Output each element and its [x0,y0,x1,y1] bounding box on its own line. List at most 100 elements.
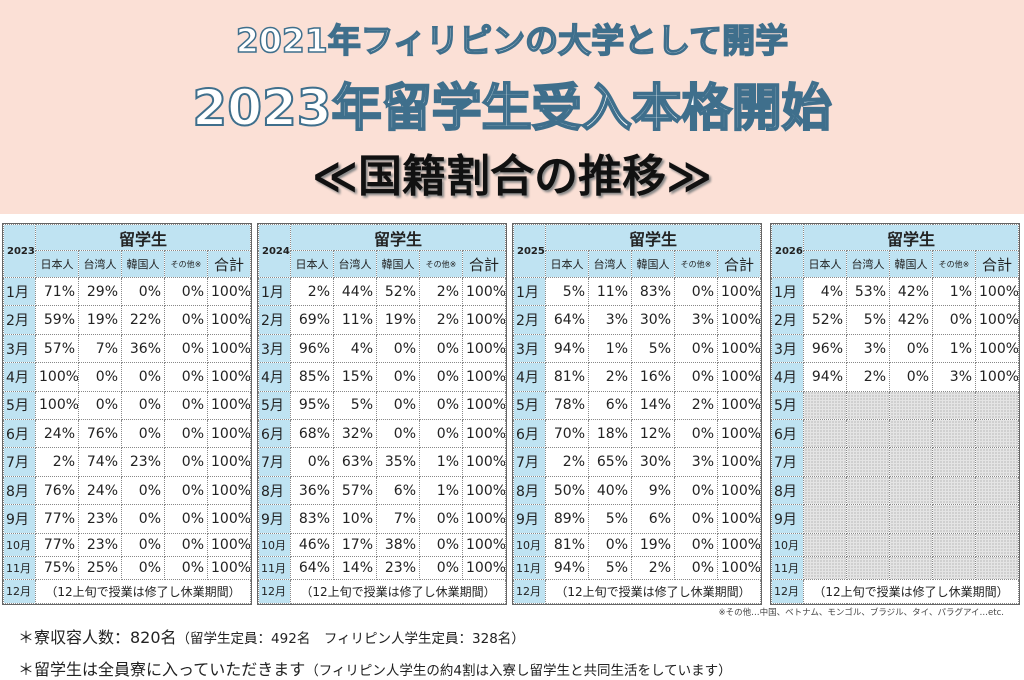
percent-cell: 100% [717,504,761,534]
percent-cell: 0% [78,362,122,392]
empty-future-cell [803,390,847,421]
column-header: 合計 [207,250,251,278]
percent-cell: 100% [462,475,506,506]
percent-cell: 100% [975,305,1019,335]
percent-cell: 38% [376,532,420,557]
percent-cell: 46% [290,532,334,557]
dorm-residence-main: ＊留学生は全員寮に入っていただきます [18,660,306,679]
month-label: 3月 [771,333,804,364]
empty-future-cell [975,532,1019,557]
percent-cell: 0% [674,362,718,392]
dorm-residence-detail: （フィリピン人学生の約4割は入寮し留学生と共同生活をしています） [305,663,732,679]
column-header: 合計 [975,250,1019,278]
month-label: 12月 [3,578,36,605]
title-banner: 2021年フィリピンの大学として開学 2023年留学生受入本格開始 ≪国籍割合の… [0,0,1024,214]
percent-cell: 18% [588,419,632,449]
percent-cell: 4% [803,276,847,307]
percent-cell: 0% [164,362,208,392]
percent-cell: 0% [889,333,933,364]
table-row: 12月 （12上旬で授業は修了し休業期間） [3,578,251,605]
percent-cell: 0% [121,419,165,449]
month-label: 8月 [258,475,291,506]
percent-cell: 83% [290,504,334,534]
percent-cell: 100% [462,390,506,421]
percent-cell: 14% [333,555,377,580]
percent-cell: 15% [333,362,377,392]
month-label: 10月 [513,532,546,557]
column-header: その他※ [932,250,976,278]
percent-cell: 59% [35,305,79,335]
percent-cell: 42% [889,276,933,307]
percent-cell: 0% [889,362,933,392]
column-header: 韓国人 [889,250,933,278]
percent-cell: 0% [290,447,334,477]
percent-cell: 14% [631,390,675,421]
percent-cell: 64% [545,305,589,335]
column-header: 韓国人 [376,250,420,278]
table-row: 6月 [771,419,1019,449]
title-line-2: 2023年留学生受入本格開始 [191,78,832,138]
percent-cell: 94% [545,333,589,364]
empty-future-cell [975,475,1019,506]
month-label: 7月 [3,447,36,477]
percent-cell: 77% [35,504,79,534]
month-label: 1月 [3,276,36,307]
percent-cell: 69% [290,305,334,335]
month-label: 6月 [513,419,546,449]
empty-future-cell [803,475,847,506]
table-2024: 2024 留学生 日本人 台湾人 韓国人 その他※ 合計 1月 2% 44% 52% 2% 100% 2月… [257,223,507,605]
nationality-table: 2026 留学生 日本人 台湾人 韓国人 その他※ 合計 1月 4% 53% 42% 1% 100% 2月… [771,224,1019,605]
percent-cell: 100% [462,276,506,307]
empty-future-cell [889,504,933,534]
percent-cell: 100% [462,333,506,364]
empty-future-cell [932,504,976,534]
percent-cell: 100% [717,362,761,392]
table-row: 10月 [771,532,1019,557]
percent-cell: 0% [674,532,718,557]
table-2026: 2026 留学生 日本人 台湾人 韓国人 その他※ 合計 1月 4% 53% 42% 1% 100% 2月… [770,223,1020,605]
december-note: （12上旬で授業は修了し休業期間） [290,578,506,605]
table-row: 1月 4% 53% 42% 1% 100% [771,276,1019,307]
month-label: 12月 [258,578,291,605]
percent-cell: 2% [35,447,79,477]
percent-cell: 1% [932,276,976,307]
percent-cell: 24% [78,475,122,506]
month-label: 10月 [771,532,804,557]
percent-cell: 0% [932,305,976,335]
december-note: （12上旬で授業は修了し休業期間） [35,578,251,605]
month-label: 4月 [3,362,36,392]
header-row: 2026 留学生 [771,224,1019,278]
percent-cell: 100% [207,504,251,534]
month-label: 6月 [771,419,804,449]
column-header-row: 日本人 台湾人 韓国人 その他※ 合計 [259,250,506,278]
percent-cell: 0% [121,475,165,506]
empty-future-cell [846,475,890,506]
table-row: 8月 50% 40% 9% 0% 100% [513,475,761,506]
empty-future-cell [932,447,976,477]
percent-cell: 2% [674,390,718,421]
percent-cell: 19% [376,305,420,335]
percent-cell: 3% [846,333,890,364]
month-label: 10月 [3,532,36,557]
empty-future-cell [975,555,1019,580]
percent-cell: 5% [846,305,890,335]
column-header: 台湾人 [333,250,377,278]
percent-cell: 2% [588,362,632,392]
percent-cell: 100% [207,305,251,335]
percent-cell: 100% [717,276,761,307]
month-label: 5月 [3,390,36,421]
table-row: 11月 64% 14% 23% 0% 100% [258,555,506,580]
empty-future-cell [932,532,976,557]
empty-future-cell [803,532,847,557]
percent-cell: 0% [419,419,463,449]
empty-future-cell [889,419,933,449]
percent-cell: 63% [333,447,377,477]
percent-cell: 0% [419,532,463,557]
table-row: 3月 96% 3% 0% 1% 100% [771,333,1019,364]
percent-cell: 0% [419,362,463,392]
table-row: 2月 52% 5% 42% 0% 100% [771,305,1019,335]
percent-cell: 0% [121,276,165,307]
percent-cell: 96% [290,333,334,364]
table-row: 3月 94% 1% 5% 0% 100% [513,333,761,364]
percent-cell: 70% [545,419,589,449]
